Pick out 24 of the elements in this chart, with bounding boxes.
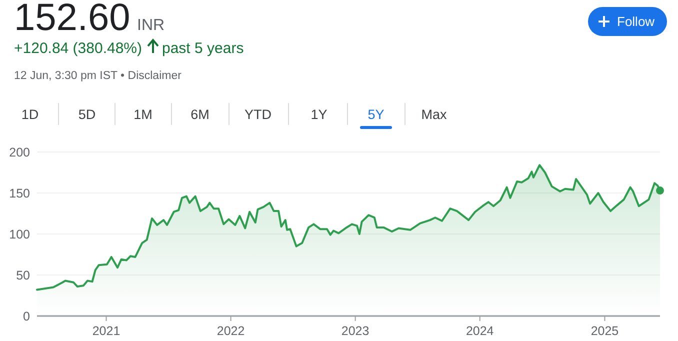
y-tick-label: 150: [9, 186, 30, 200]
text: 12 Jun, 3:30 pm IST • Disclaimer: [14, 70, 182, 82]
y-tick-label: 200: [9, 145, 30, 160]
text: 1D: [21, 107, 39, 122]
y-tick-label: 50: [16, 268, 30, 282]
chart-subtitle: +120.84 (380.48%): [14, 40, 142, 57]
x-tick-label: 2021: [92, 324, 120, 338]
text: 1M: [134, 107, 152, 122]
text: Max: [421, 107, 447, 122]
chart-title: 152.60: [14, 0, 130, 39]
y-tick-label: 100: [9, 227, 30, 242]
text: YTD: [244, 107, 272, 122]
text: 5D: [78, 107, 96, 122]
text: INR: [137, 17, 165, 34]
x-tick-label: 2022: [216, 324, 245, 338]
y-tick-label: 0: [23, 309, 30, 324]
text: Follow: [617, 14, 656, 29]
x-tick-label: 2025: [590, 324, 619, 338]
text: 1Y: [310, 107, 328, 122]
x-tick-label: 2024: [466, 324, 494, 338]
text: 5Y: [368, 107, 384, 122]
x-tick-label: 2023: [341, 324, 370, 338]
text: past 5 years: [162, 40, 244, 57]
text: 6M: [190, 107, 210, 122]
